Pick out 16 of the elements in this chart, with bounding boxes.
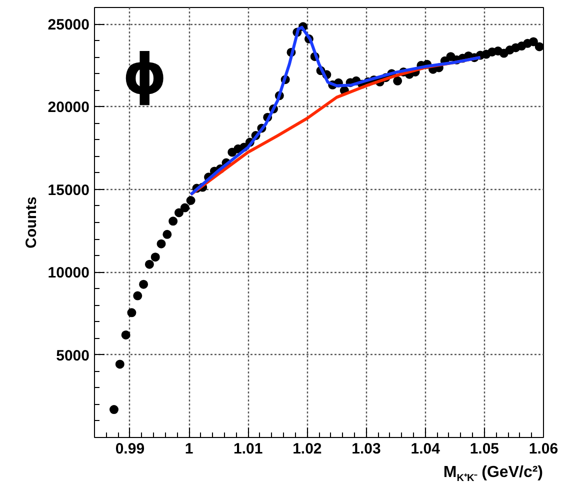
x-tick-label: 1.01 bbox=[234, 440, 263, 458]
x-tick-label: 1.02 bbox=[292, 440, 322, 458]
y-tick-label: 15000 bbox=[48, 182, 90, 199]
x-tick-label: 1.03 bbox=[352, 440, 381, 458]
y-axis-title: Counts bbox=[22, 196, 40, 248]
annotation: ϕ bbox=[122, 42, 168, 108]
y-tick-label: 5000 bbox=[56, 347, 90, 364]
y-tick-label: 25000 bbox=[48, 16, 90, 34]
x-tick-label: 1.05 bbox=[470, 440, 500, 458]
y-tick-label: 20000 bbox=[48, 99, 90, 116]
x-tick-label: 1.06 bbox=[528, 440, 558, 458]
x-tick-label: 1 bbox=[184, 440, 194, 458]
y-tick-label: 10000 bbox=[48, 264, 90, 282]
x-axis-title: M$_{K⁺K⁻}$ (GeV/c²) bbox=[443, 463, 543, 486]
x-tick-label: 1.04 bbox=[410, 440, 441, 458]
x-tick-label: 0.99 bbox=[115, 440, 145, 458]
